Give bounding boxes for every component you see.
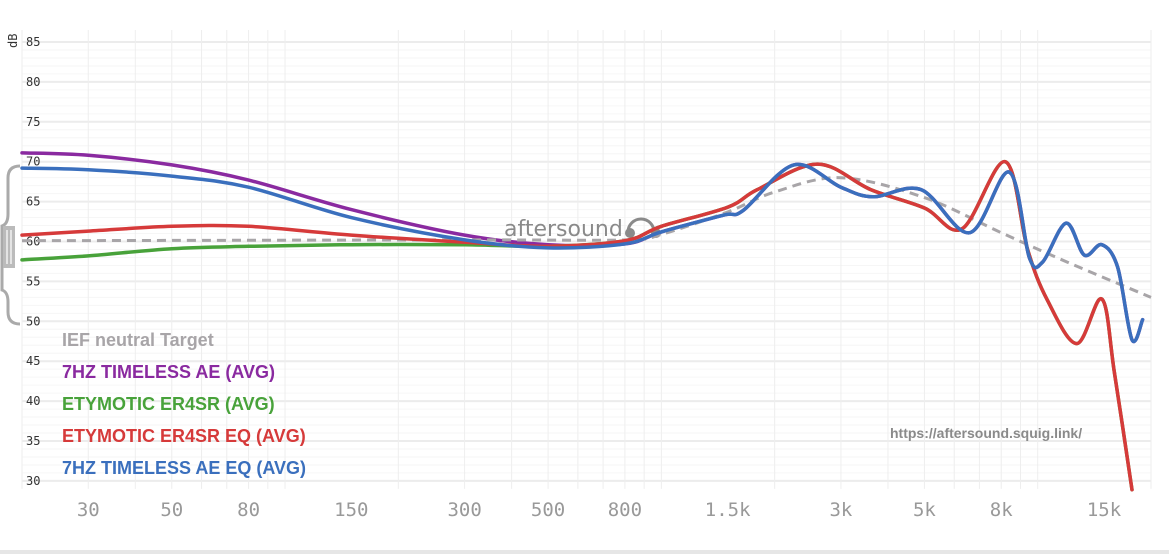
- x-tick-label: 800: [608, 499, 642, 521]
- series-line-0: [21, 176, 1152, 299]
- y-tick-label: 65: [26, 195, 40, 209]
- y-tick-label: 50: [26, 314, 40, 328]
- legend-entry[interactable]: IEF neutral Target: [62, 330, 214, 350]
- x-tick-label: 150: [334, 499, 368, 521]
- legend-entry[interactable]: 7HZ TIMELESS AE EQ (AVG): [62, 458, 306, 478]
- watermark-logo: aftersound: [504, 217, 661, 242]
- series-line-4: [20, 162, 1145, 344]
- y-tick-label: 35: [26, 434, 40, 448]
- x-tick-label: 30: [77, 499, 100, 521]
- y-tick-label: 85: [26, 35, 40, 49]
- x-tick-label: 1.5k: [705, 499, 751, 521]
- y-tick-label: 60: [26, 235, 40, 249]
- y-scale-handle[interactable]: [0, 164, 21, 326]
- x-tick-label: 300: [447, 499, 481, 521]
- y-tick-label: 80: [26, 75, 40, 89]
- curves: [20, 151, 1152, 492]
- x-axis-ticks: 30 50 80 150 300 500 800 1.5k 3k 5k 8k 15k: [77, 499, 1122, 521]
- x-tick-label: 50: [160, 499, 183, 521]
- y-tick-label: 75: [26, 115, 40, 129]
- y-tick-label: 30: [26, 474, 40, 488]
- bottom-border: [0, 550, 1169, 554]
- y-axis-label: dB: [6, 34, 20, 48]
- y-axis-ticks: 85 80 75 70 65 60 55 50 45 40 35 30: [26, 35, 40, 488]
- x-tick-label: 3k: [829, 499, 852, 521]
- grid: [21, 30, 1152, 489]
- y-tick-label: 40: [26, 394, 40, 408]
- legend-entry[interactable]: 7HZ TIMELESS AE (AVG): [62, 362, 275, 382]
- legend-entry[interactable]: ETYMOTIC ER4SR (AVG): [62, 394, 275, 414]
- y-tick-label: 70: [26, 155, 40, 169]
- x-tick-label: 15k: [1087, 499, 1122, 521]
- y-tick-label: 45: [26, 354, 40, 368]
- site-url[interactable]: https://aftersound.squig.link/: [890, 425, 1082, 441]
- x-tick-label: 5k: [913, 499, 936, 521]
- x-tick-label: 80: [237, 499, 260, 521]
- y-tick-label: 55: [26, 274, 40, 288]
- svg-text:aftersound: aftersound: [504, 217, 623, 242]
- legend: IEF neutral Target 7HZ TIMELESS AE (AVG) E…: [62, 330, 306, 478]
- legend-entry[interactable]: ETYMOTIC ER4SR EQ (AVG): [62, 426, 306, 446]
- x-tick-label: 500: [531, 499, 565, 521]
- x-tick-label: 8k: [990, 499, 1013, 521]
- headphones-icon: [626, 217, 656, 233]
